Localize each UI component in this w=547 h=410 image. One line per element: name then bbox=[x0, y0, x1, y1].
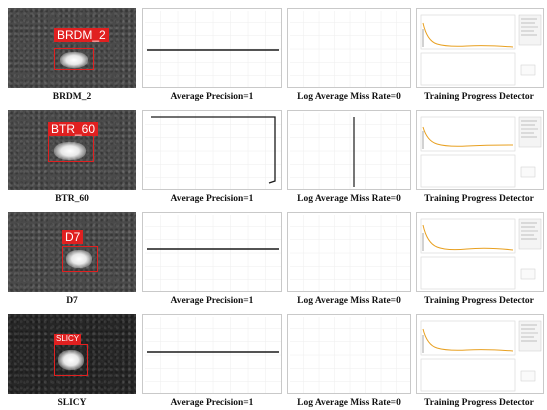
training-progress-plot bbox=[416, 8, 544, 88]
training-progress-layer bbox=[420, 320, 542, 392]
result-row-btr60: BTR_60 BTR_60 Average Precision=1 Log Av… bbox=[0, 102, 547, 204]
legend-box bbox=[520, 166, 536, 178]
pr-curve-layer bbox=[147, 351, 279, 353]
class-name-caption: SLICY bbox=[57, 398, 87, 408]
training-progress-layer bbox=[420, 218, 542, 290]
average-precision-caption: Average Precision=1 bbox=[170, 296, 254, 306]
accuracy-subplot-frame bbox=[420, 154, 516, 188]
sar-detection-image: BTR_60 bbox=[8, 110, 136, 190]
training-progress-caption: Training Progress Detector bbox=[424, 194, 534, 204]
class-name-caption: D7 bbox=[66, 296, 78, 306]
training-loss-curve bbox=[422, 126, 514, 147]
target-signature bbox=[60, 52, 88, 68]
result-row-brdm2: BRDM_2 BRDM_2 Average Precision=1 Log Av… bbox=[0, 0, 547, 102]
pr-curve-layer bbox=[147, 248, 279, 250]
plot-gridlines bbox=[290, 11, 410, 87]
info-panel bbox=[518, 116, 542, 148]
average-precision-caption: Average Precision=1 bbox=[170, 92, 254, 102]
accuracy-subplot-frame bbox=[420, 358, 516, 392]
accuracy-subplot-frame bbox=[420, 52, 516, 86]
detection-bounding-box bbox=[62, 246, 98, 272]
miss-rate-caption: Log Average Miss Rate=0 bbox=[297, 398, 401, 408]
detection-label: BRDM_2 bbox=[54, 28, 109, 42]
detection-bounding-box bbox=[54, 48, 94, 70]
plot-gridlines bbox=[145, 113, 281, 189]
miss-rate-caption: Log Average Miss Rate=0 bbox=[297, 296, 401, 306]
miss-rate-plot bbox=[287, 8, 411, 88]
precision-recall-plot bbox=[142, 8, 282, 88]
training-progress-caption: Training Progress Detector bbox=[424, 398, 534, 408]
plot-gridlines bbox=[290, 113, 410, 189]
legend-box bbox=[520, 64, 536, 76]
precision-recall-plot bbox=[142, 212, 282, 292]
legend-box bbox=[520, 268, 536, 280]
training-progress-caption: Training Progress Detector bbox=[424, 296, 534, 306]
plot-gridlines bbox=[290, 317, 410, 393]
result-row-d7: D7 D7 Average Precision=1 Log Average Mi… bbox=[0, 204, 547, 306]
miss-rate-curve-layer bbox=[353, 117, 355, 187]
average-precision-caption: Average Precision=1 bbox=[170, 398, 254, 408]
detection-bounding-box bbox=[54, 344, 88, 376]
sar-detection-image: BRDM_2 bbox=[8, 8, 136, 88]
pr-curve-layer bbox=[151, 116, 276, 184]
pr-curve-layer bbox=[147, 49, 279, 51]
detection-label: SLICY bbox=[54, 334, 82, 344]
loss-subplot-frame bbox=[420, 116, 516, 152]
target-signature bbox=[58, 350, 84, 370]
plot-gridlines bbox=[145, 11, 281, 87]
loss-subplot-frame bbox=[420, 218, 516, 254]
sar-detection-image: SLICY bbox=[8, 314, 136, 394]
training-progress-layer bbox=[420, 14, 542, 86]
info-panel bbox=[518, 14, 542, 46]
target-signature bbox=[66, 250, 92, 268]
training-loss-curve bbox=[422, 224, 514, 251]
average-precision-caption: Average Precision=1 bbox=[170, 194, 254, 204]
training-loss-curve bbox=[422, 328, 514, 352]
training-loss-curve bbox=[422, 22, 514, 48]
loss-subplot-frame bbox=[420, 320, 516, 356]
training-progress-plot bbox=[416, 314, 544, 394]
class-name-caption: BTR_60 bbox=[55, 194, 89, 204]
training-progress-plot bbox=[416, 212, 544, 292]
info-panel bbox=[518, 320, 542, 352]
plot-gridlines bbox=[290, 215, 410, 291]
plot-gridlines bbox=[145, 317, 281, 393]
miss-rate-plot bbox=[287, 110, 411, 190]
training-progress-plot bbox=[416, 110, 544, 190]
target-signature bbox=[54, 142, 86, 160]
info-panel bbox=[518, 218, 542, 250]
sar-detection-image: D7 bbox=[8, 212, 136, 292]
detection-label: D7 bbox=[62, 230, 84, 244]
detection-label: BTR_60 bbox=[48, 122, 99, 136]
miss-rate-plot bbox=[287, 314, 411, 394]
pr-curve bbox=[151, 116, 276, 184]
plot-gridlines bbox=[145, 215, 281, 291]
loss-subplot-frame bbox=[420, 14, 516, 50]
miss-rate-plot bbox=[287, 212, 411, 292]
legend-box bbox=[520, 370, 536, 382]
result-row-slicy: SLICY SLICY Average Precision=1 Log Aver… bbox=[0, 306, 547, 408]
training-progress-layer bbox=[420, 116, 542, 188]
precision-recall-plot bbox=[142, 110, 282, 190]
miss-rate-caption: Log Average Miss Rate=0 bbox=[297, 194, 401, 204]
class-name-caption: BRDM_2 bbox=[52, 92, 92, 102]
training-progress-caption: Training Progress Detector bbox=[424, 92, 534, 102]
accuracy-subplot-frame bbox=[420, 256, 516, 290]
precision-recall-plot bbox=[142, 314, 282, 394]
miss-rate-caption: Log Average Miss Rate=0 bbox=[297, 92, 401, 102]
detection-bounding-box bbox=[48, 134, 94, 162]
